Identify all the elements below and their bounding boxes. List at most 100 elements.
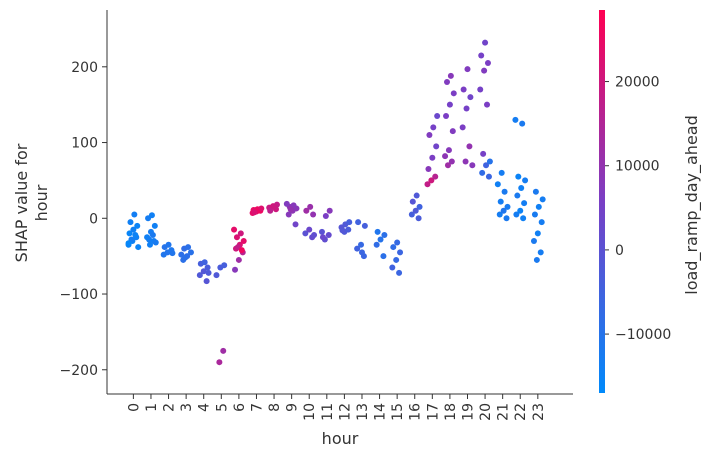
y-tick-label: −200 (60, 363, 98, 379)
scatter-point (169, 250, 176, 257)
scatter-point (258, 205, 265, 212)
scatter-point (521, 200, 528, 207)
scatter-point (200, 268, 207, 275)
scatter-point (204, 264, 211, 271)
scatter-point (530, 238, 537, 245)
scatter-point (232, 266, 239, 273)
scatter-point (484, 60, 491, 67)
scatter-point (235, 256, 242, 263)
x-tick-label: 16 (408, 403, 424, 421)
scatter-point (131, 211, 138, 218)
scatter-point (201, 259, 208, 266)
x-tick-label: 4 (197, 403, 213, 412)
colorbar-label: load_ramp_day_ahead (682, 115, 702, 295)
scatter-point (481, 67, 488, 74)
scatter-point (213, 272, 220, 279)
scatter-point (496, 211, 503, 218)
scatter-point (233, 234, 240, 241)
scatter-point (498, 169, 505, 176)
scatter-point (146, 241, 153, 248)
scatter-point (345, 226, 352, 233)
x-tick-label: 15 (390, 403, 406, 421)
x-tick-label: 12 (337, 403, 353, 421)
scatter-point (494, 181, 501, 188)
scatter-point (485, 173, 492, 180)
scatter-point (445, 147, 452, 154)
scatter-point (216, 359, 223, 366)
x-tick-label: 7 (249, 403, 265, 412)
scatter-point (518, 184, 525, 191)
scatter-point (205, 269, 212, 276)
colorbar-tick-label: 20000 (615, 75, 660, 91)
scatter-point (373, 241, 380, 248)
x-tick-label: 9 (285, 403, 301, 412)
scatter-point (533, 256, 540, 263)
scatter-point (325, 231, 332, 238)
y-axis-ticks: 200 100 0 −100 −200 (60, 60, 107, 379)
scatter-point (319, 234, 326, 241)
scatter-point (538, 219, 545, 226)
scatter-point (444, 162, 451, 169)
scatter-point (433, 143, 440, 150)
scatter-point (130, 226, 137, 233)
scatter-point (389, 264, 396, 271)
colorbar-gradient (599, 10, 605, 393)
scatter-point (534, 230, 541, 237)
scatter-point (196, 272, 203, 279)
x-tick-label: 23 (531, 403, 547, 421)
scatter-point (146, 236, 153, 243)
scatter-point (483, 162, 490, 169)
scatter-point (132, 231, 139, 238)
y-tick-label: 200 (71, 60, 98, 76)
y-axis-label-line-2: hour (32, 184, 51, 221)
scatter-point (444, 78, 451, 85)
scatter-point (517, 207, 524, 214)
scatter-point (238, 247, 245, 254)
scatter-point (339, 227, 346, 234)
scatter-point (469, 162, 476, 169)
scatter-point (426, 131, 433, 138)
scatter-point (292, 221, 299, 228)
scatter-point (127, 219, 134, 226)
scatter-point (346, 219, 353, 226)
scatter-point (449, 128, 456, 135)
scatter-point (322, 213, 329, 220)
scatter-point (149, 231, 156, 238)
scatter-point (497, 198, 504, 205)
x-tick-label: 6 (232, 403, 248, 412)
scatter-point (187, 249, 194, 256)
x-tick-label: 0 (126, 403, 142, 412)
x-tick-label: 18 (443, 403, 459, 421)
scatter-point (165, 241, 172, 248)
scatter-point (504, 203, 511, 210)
scatter-point (287, 206, 294, 213)
y-axis-label: SHAP value for hour (12, 143, 51, 262)
scatter-point (125, 240, 132, 247)
scatter-point (443, 113, 450, 120)
scatter-point (135, 244, 142, 251)
scatter-point (358, 241, 365, 248)
scatter-point (447, 72, 454, 79)
x-tick-label: 14 (373, 403, 389, 421)
scatter-point (408, 211, 415, 218)
scatter-point (515, 173, 522, 180)
scatter-point (220, 347, 227, 354)
scatter-point (466, 143, 473, 150)
scatter-point (535, 203, 542, 210)
y-axis-label-line-1: SHAP value for (12, 143, 31, 262)
scatter-point (393, 256, 400, 263)
scatter-point (318, 228, 325, 235)
scatter-point (478, 52, 485, 59)
scatter-point (501, 188, 508, 195)
scatter-point (522, 177, 529, 184)
scatter-point (442, 153, 449, 160)
scatter-point (531, 211, 538, 218)
scatter-point (240, 238, 247, 245)
scatter-point (539, 196, 546, 203)
y-tick-label: −100 (60, 287, 98, 303)
scatter-point (185, 244, 192, 251)
scatter-point (432, 173, 439, 180)
scatter-point (520, 215, 527, 222)
x-axis-ticks: 0 1 2 3 4 5 6 7 8 9 10 11 12 13 14 15 16 17 18 19 20 21 22 23 (126, 394, 547, 421)
